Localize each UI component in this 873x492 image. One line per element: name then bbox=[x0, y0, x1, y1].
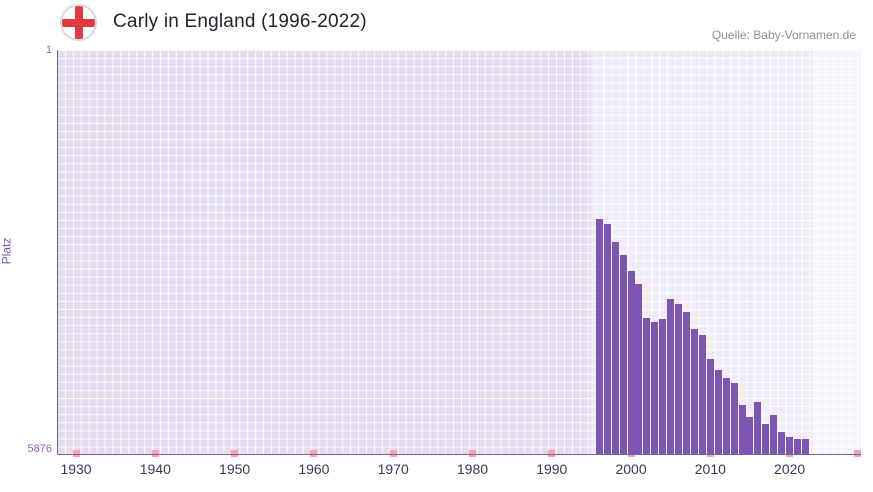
bar-2021 bbox=[794, 439, 802, 455]
bar-2009 bbox=[698, 334, 706, 455]
bar-2001 bbox=[635, 284, 643, 455]
decade-marker bbox=[854, 450, 861, 457]
x-tick-1970: 1970 bbox=[377, 461, 409, 477]
decade-marker bbox=[151, 450, 159, 457]
source-attribution: Quelle: Baby-Vornamen.de bbox=[711, 28, 856, 42]
bar-2018 bbox=[770, 414, 778, 455]
england-flag-icon bbox=[60, 4, 97, 41]
bar-2019 bbox=[778, 431, 786, 455]
y-tick-bottom: 5876 bbox=[27, 443, 52, 455]
x-tick-labels: 1930 1940 1950 1960 1970 1980 1990 2000 2010 2020 bbox=[57, 461, 861, 481]
x-tick-1930: 1930 bbox=[60, 461, 92, 477]
highlight-band-right bbox=[813, 50, 861, 455]
y-axis-line bbox=[57, 50, 58, 455]
x-tick-2000: 2000 bbox=[615, 461, 647, 477]
bar-2003 bbox=[651, 322, 659, 455]
bar-2010 bbox=[706, 358, 714, 455]
bar-2022 bbox=[801, 439, 809, 455]
x-tick-1950: 1950 bbox=[219, 461, 251, 477]
bar-2008 bbox=[690, 329, 698, 455]
bar-2004 bbox=[659, 318, 667, 455]
bar-2012 bbox=[722, 378, 730, 455]
bar-1997 bbox=[603, 223, 611, 455]
bar-2011 bbox=[714, 369, 722, 455]
bar-1998 bbox=[611, 241, 619, 455]
decade-marker bbox=[389, 450, 397, 457]
bar-2013 bbox=[730, 382, 738, 455]
x-axis-line bbox=[57, 454, 861, 455]
decade-marker bbox=[231, 450, 239, 457]
x-tick-1960: 1960 bbox=[298, 461, 330, 477]
y-tick-top: 1 bbox=[45, 44, 52, 56]
bar-1996 bbox=[595, 218, 603, 455]
x-tick-1940: 1940 bbox=[139, 461, 171, 477]
x-tick-2010: 2010 bbox=[694, 461, 726, 477]
decade-marker bbox=[310, 450, 318, 457]
x-tick-1980: 1980 bbox=[456, 461, 489, 477]
flag-cross-horizontal bbox=[62, 18, 95, 27]
bar-2017 bbox=[762, 424, 770, 455]
bar-2020 bbox=[786, 436, 794, 455]
plot-area bbox=[57, 50, 861, 457]
bar-2002 bbox=[643, 318, 651, 455]
bar-2016 bbox=[754, 401, 762, 455]
bar-2000 bbox=[627, 270, 635, 455]
bar-2005 bbox=[667, 299, 675, 455]
decade-marker bbox=[72, 450, 80, 457]
bar-1999 bbox=[619, 254, 627, 455]
bar-2014 bbox=[738, 404, 746, 455]
bar-2006 bbox=[675, 303, 683, 455]
y-axis-label: Platz bbox=[0, 237, 14, 265]
bar-2007 bbox=[683, 311, 691, 455]
decade-marker bbox=[548, 450, 556, 457]
decade-marker bbox=[468, 450, 476, 457]
chart-title: Carly in England (1996-2022) bbox=[113, 11, 367, 32]
x-tick-1990: 1990 bbox=[536, 461, 568, 477]
bar-2015 bbox=[746, 417, 754, 455]
x-tick-2020: 2020 bbox=[774, 461, 806, 477]
